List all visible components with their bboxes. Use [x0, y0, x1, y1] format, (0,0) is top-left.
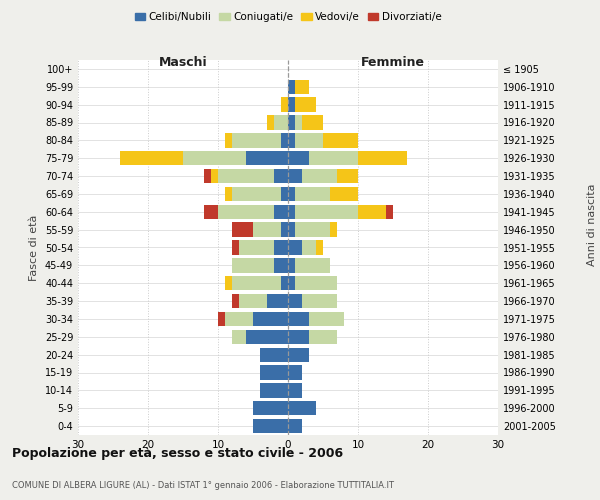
Bar	[288, 366, 302, 380]
Text: Anni di nascita: Anni di nascita	[587, 184, 597, 266]
Bar	[274, 204, 288, 219]
Bar	[295, 204, 358, 219]
Bar	[316, 240, 323, 254]
Text: Popolazione per età, sesso e stato civile - 2006: Popolazione per età, sesso e stato civil…	[12, 448, 343, 460]
Bar	[288, 98, 295, 112]
Bar	[309, 151, 358, 166]
Text: Femmine: Femmine	[361, 56, 425, 70]
Text: COMUNE DI ALBERA LIGURE (AL) - Dati ISTAT 1° gennaio 2006 - Elaborazione TUTTITA: COMUNE DI ALBERA LIGURE (AL) - Dati ISTA…	[12, 480, 394, 490]
Bar	[218, 169, 274, 183]
Bar	[281, 98, 288, 112]
Bar	[232, 276, 281, 290]
Bar	[288, 330, 309, 344]
Bar	[330, 187, 358, 201]
Bar	[295, 187, 330, 201]
Bar	[288, 80, 295, 94]
Bar	[288, 133, 295, 148]
Bar	[281, 133, 288, 148]
Bar	[183, 151, 246, 166]
Bar	[260, 366, 288, 380]
Bar	[225, 276, 232, 290]
Bar	[295, 222, 330, 237]
Bar	[288, 258, 295, 272]
Bar	[274, 116, 288, 130]
Bar	[267, 294, 288, 308]
Bar	[239, 240, 274, 254]
Bar	[218, 204, 274, 219]
Bar	[232, 187, 281, 201]
Y-axis label: Fasce di età: Fasce di età	[29, 214, 39, 280]
Bar	[246, 151, 288, 166]
Bar	[288, 383, 302, 398]
Bar	[225, 133, 232, 148]
Bar	[274, 169, 288, 183]
Bar	[302, 169, 337, 183]
Bar	[288, 151, 309, 166]
Bar	[281, 276, 288, 290]
Bar	[267, 116, 274, 130]
Bar	[295, 80, 309, 94]
Bar	[232, 240, 239, 254]
Bar	[232, 222, 253, 237]
Bar	[253, 401, 288, 415]
Bar	[260, 383, 288, 398]
Bar	[232, 133, 281, 148]
Bar	[120, 151, 183, 166]
Bar	[232, 258, 274, 272]
Bar	[253, 312, 288, 326]
Bar	[239, 294, 267, 308]
Text: Maschi: Maschi	[158, 56, 208, 70]
Legend: Celibi/Nubili, Coniugati/e, Vedovi/e, Divorziati/e: Celibi/Nubili, Coniugati/e, Vedovi/e, Di…	[131, 8, 445, 26]
Bar	[288, 187, 295, 201]
Bar	[295, 116, 302, 130]
Bar	[295, 98, 316, 112]
Bar	[309, 330, 337, 344]
Bar	[253, 419, 288, 433]
Bar	[274, 240, 288, 254]
Bar	[288, 312, 309, 326]
Bar	[295, 258, 330, 272]
Bar	[288, 348, 309, 362]
Bar	[330, 222, 337, 237]
Bar	[288, 222, 295, 237]
Bar	[246, 330, 288, 344]
Bar	[337, 169, 358, 183]
Bar	[288, 169, 302, 183]
Bar	[218, 312, 225, 326]
Bar	[204, 169, 211, 183]
Bar	[295, 276, 337, 290]
Bar	[302, 116, 323, 130]
Bar	[281, 187, 288, 201]
Bar	[302, 294, 337, 308]
Bar	[288, 401, 316, 415]
Bar	[260, 348, 288, 362]
Bar	[288, 240, 302, 254]
Bar	[288, 204, 295, 219]
Bar	[274, 258, 288, 272]
Bar	[232, 294, 239, 308]
Bar	[232, 330, 246, 344]
Bar	[358, 151, 407, 166]
Bar	[288, 294, 302, 308]
Bar	[225, 187, 232, 201]
Bar	[225, 312, 253, 326]
Bar	[295, 133, 323, 148]
Bar	[281, 222, 288, 237]
Bar	[302, 240, 316, 254]
Bar	[358, 204, 386, 219]
Bar	[253, 222, 281, 237]
Bar	[288, 116, 295, 130]
Bar	[204, 204, 218, 219]
Bar	[386, 204, 393, 219]
Bar	[288, 419, 302, 433]
Bar	[288, 276, 295, 290]
Bar	[211, 169, 218, 183]
Bar	[309, 312, 344, 326]
Bar	[323, 133, 358, 148]
